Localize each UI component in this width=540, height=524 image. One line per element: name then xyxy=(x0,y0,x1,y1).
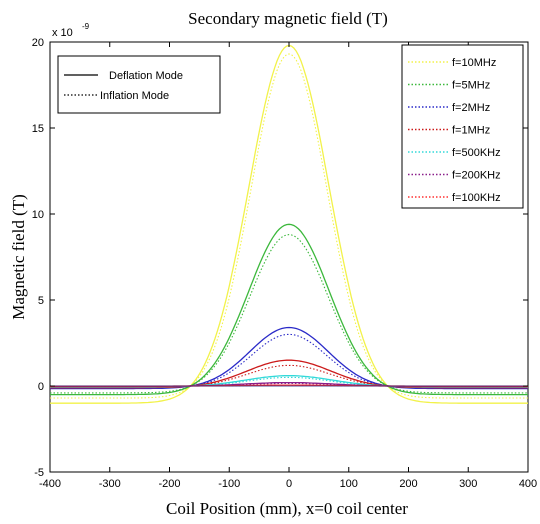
legend-label: f=200KHz xyxy=(452,170,501,182)
y-scale-factor: x 10 -9 xyxy=(52,22,90,39)
y-tick-label: 5 xyxy=(38,295,44,307)
y-tick-label: -5 xyxy=(34,467,44,479)
series-line-deflation xyxy=(50,359,528,389)
legend-label: f=500KHz xyxy=(452,147,501,159)
x-tick-label: 300 xyxy=(459,478,477,490)
y-axis-label: Magnetic field (T) xyxy=(9,194,28,320)
x-tick-label: -100 xyxy=(218,478,240,490)
legend-label: f=100KHz xyxy=(452,192,501,204)
x-tick-label: -300 xyxy=(99,478,121,490)
series-line-deflation xyxy=(50,326,528,390)
axis-ticks: -400 -300 -200 -100 0 100 200 300 400 -5 0 5 10 15 20 xyxy=(32,37,537,490)
series-line-inflation xyxy=(50,382,528,387)
series-line-inflation xyxy=(50,234,528,394)
legend-label: f=5MHz xyxy=(452,80,490,92)
legend-label: f=1MHz xyxy=(452,125,490,137)
x-tick-label: -200 xyxy=(158,478,180,490)
x-axis-label: Coil Position (mm), x=0 coil center xyxy=(166,499,408,518)
mode-legend-label-deflation: Deflation Mode xyxy=(109,70,183,82)
y-scale-exponent: -9 xyxy=(82,22,90,31)
y-tick-label: 10 xyxy=(32,209,44,221)
x-tick-label: -400 xyxy=(39,478,61,490)
frequency-legend: f=10MHz f=5MHz f=2MHz f=1MHz f=500KHz f=200KH… xyxy=(401,44,524,209)
mode-legend-label-inflation: Inflation Mode xyxy=(100,90,169,102)
series-line-deflation xyxy=(50,223,528,396)
x-tick-label: 0 xyxy=(286,478,292,490)
legend-label: f=10MHz xyxy=(452,57,496,69)
x-tick-label: 200 xyxy=(399,478,417,490)
x-tick-label: 100 xyxy=(340,478,358,490)
series-line-inflation xyxy=(50,53,528,399)
y-tick-label: 15 xyxy=(32,123,44,135)
mode-legend-box xyxy=(57,55,221,114)
mode-legend: Deflation Mode Inflation Mode xyxy=(57,55,221,114)
x-tick-label: 400 xyxy=(519,478,537,490)
chart-title: Secondary magnetic field (T) xyxy=(188,9,388,28)
legend-label: f=2MHz xyxy=(452,102,490,114)
y-tick-label: 0 xyxy=(38,381,44,393)
y-scale-note: x 10 xyxy=(52,27,73,39)
y-tick-label: 20 xyxy=(32,37,44,49)
frequency-legend-box xyxy=(401,44,524,209)
